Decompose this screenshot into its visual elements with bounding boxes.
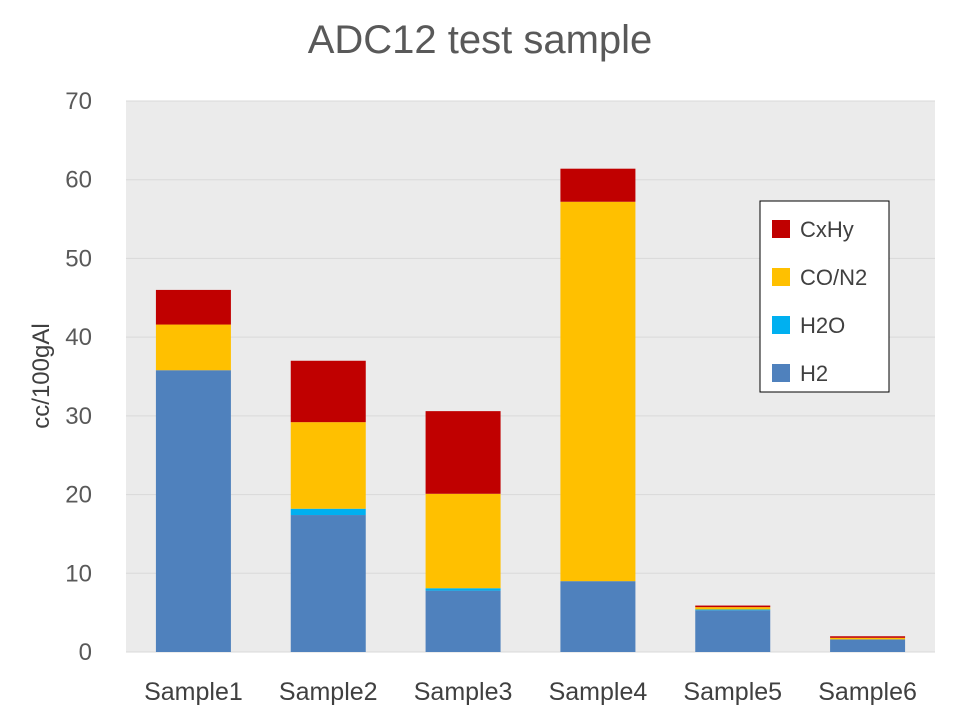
x-tick-label: Sample4 — [549, 678, 648, 706]
y-tick-label: 50 — [65, 245, 92, 272]
x-tick-label: Sample1 — [144, 678, 243, 706]
bar-segment-cxhy — [560, 168, 636, 202]
legend-swatch — [772, 268, 790, 286]
bar-segment-h2 — [695, 610, 771, 652]
bar-segment-h2 — [290, 515, 366, 652]
bar-segment-co-n2 — [830, 637, 906, 640]
bar-segment-h2o — [695, 609, 771, 611]
bar-segment-cxhy — [425, 411, 501, 494]
legend-swatch — [772, 364, 790, 382]
bars — [155, 168, 906, 652]
bar-segment-cxhy — [290, 360, 366, 423]
bar-segment-h2o — [290, 508, 366, 516]
legend: CxHy CO/N2 H2O H2 — [759, 200, 890, 393]
y-tick-label: 10 — [65, 560, 92, 587]
bar-segment-h2 — [830, 639, 906, 652]
bar-segment-h2 — [425, 590, 501, 652]
y-tick-label: 20 — [65, 482, 92, 509]
legend-swatch — [772, 316, 790, 334]
legend-label: H2 — [800, 361, 828, 386]
bar-segment-cxhy — [155, 289, 231, 325]
legend-label: CO/N2 — [800, 265, 867, 290]
x-tick-labels: Sample1 Sample2 Sample3 Sample4 Sample5 Sampl… — [144, 678, 917, 706]
legend-label: CxHy — [800, 217, 854, 242]
x-tick-label: Sample2 — [279, 678, 378, 706]
x-tick-label: Sample5 — [683, 678, 782, 706]
y-tick-label: 70 — [65, 88, 92, 115]
y-tick-label: 30 — [65, 403, 92, 430]
bar-segment-co-n2 — [290, 422, 366, 509]
bar-segment-cxhy — [830, 636, 906, 638]
bar-segment-co-n2 — [560, 201, 636, 582]
chart-title: ADC12 test sample — [307, 18, 653, 62]
bar-segment-h2 — [560, 581, 636, 652]
y-tick-label: 0 — [79, 639, 92, 666]
y-tick-label: 40 — [65, 324, 92, 351]
bar-segment-cxhy — [695, 605, 771, 608]
legend-swatch — [772, 220, 790, 238]
bar-segment-co-n2 — [155, 324, 231, 371]
gridlines — [126, 100, 935, 653]
bar-segment-h2 — [155, 370, 231, 652]
bar-segment-co-n2 — [695, 607, 771, 610]
y-tick-label: 60 — [65, 167, 92, 194]
legend-label: H2O — [800, 313, 845, 338]
bar-segment-h2o — [425, 588, 501, 591]
x-tick-label: Sample6 — [818, 678, 917, 706]
bar-segment-co-n2 — [425, 493, 501, 589]
x-tick-label: Sample3 — [414, 678, 513, 706]
y-tick-labels: 0 10 20 30 40 50 60 70 — [65, 88, 92, 666]
